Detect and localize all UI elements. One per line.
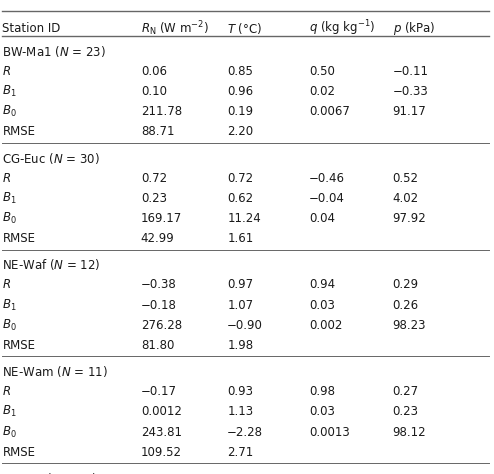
Text: NE-Wam ($N$ = 11): NE-Wam ($N$ = 11): [2, 364, 108, 379]
Text: 0.50: 0.50: [309, 65, 334, 78]
Text: 98.12: 98.12: [393, 426, 426, 438]
Text: −0.90: −0.90: [227, 319, 263, 332]
Text: $T$ (°C): $T$ (°C): [227, 21, 262, 36]
Text: 0.98: 0.98: [309, 385, 335, 398]
Text: ZA-Kru ($N$ = 44): ZA-Kru ($N$ = 44): [2, 471, 98, 474]
Text: Station ID: Station ID: [2, 22, 61, 35]
Text: 0.10: 0.10: [141, 85, 167, 98]
Text: 97.92: 97.92: [393, 212, 426, 225]
Text: 1.07: 1.07: [227, 299, 253, 311]
Text: 0.97: 0.97: [227, 279, 253, 292]
Text: 1.61: 1.61: [227, 232, 253, 245]
Text: 0.002: 0.002: [309, 319, 342, 332]
Text: RMSE: RMSE: [2, 339, 36, 352]
Text: 98.23: 98.23: [393, 319, 426, 332]
Text: $B_1$: $B_1$: [2, 298, 17, 313]
Text: $B_0$: $B_0$: [2, 104, 17, 119]
Text: 1.13: 1.13: [227, 405, 253, 419]
Text: 2.71: 2.71: [227, 446, 253, 459]
Text: 109.52: 109.52: [141, 446, 182, 459]
Text: 0.52: 0.52: [393, 172, 419, 185]
Text: −0.18: −0.18: [141, 299, 177, 311]
Text: 276.28: 276.28: [141, 319, 182, 332]
Text: $R$: $R$: [2, 65, 11, 78]
Text: NE-Waf ($N$ = 12): NE-Waf ($N$ = 12): [2, 257, 101, 273]
Text: 169.17: 169.17: [141, 212, 182, 225]
Text: −0.11: −0.11: [393, 65, 429, 78]
Text: −0.17: −0.17: [141, 385, 177, 398]
Text: 0.0012: 0.0012: [141, 405, 182, 419]
Text: 0.02: 0.02: [309, 85, 335, 98]
Text: 0.0013: 0.0013: [309, 426, 349, 438]
Text: 0.62: 0.62: [227, 192, 253, 205]
Text: 0.06: 0.06: [141, 65, 167, 78]
Text: $B_0$: $B_0$: [2, 318, 17, 333]
Text: CG-Euc ($N$ = 30): CG-Euc ($N$ = 30): [2, 151, 100, 165]
Text: RMSE: RMSE: [2, 232, 36, 245]
Text: 0.23: 0.23: [393, 405, 419, 419]
Text: 0.96: 0.96: [227, 85, 253, 98]
Text: 0.94: 0.94: [309, 279, 335, 292]
Text: 0.85: 0.85: [227, 65, 253, 78]
Text: 0.72: 0.72: [227, 172, 253, 185]
Text: $B_1$: $B_1$: [2, 404, 17, 419]
Text: $B_0$: $B_0$: [2, 211, 17, 226]
Text: 0.72: 0.72: [141, 172, 167, 185]
Text: $R_{\rm N}$ (W m$^{-2}$): $R_{\rm N}$ (W m$^{-2}$): [141, 19, 209, 37]
Text: $R$: $R$: [2, 279, 11, 292]
Text: 4.02: 4.02: [393, 192, 419, 205]
Text: RMSE: RMSE: [2, 446, 36, 459]
Text: 243.81: 243.81: [141, 426, 182, 438]
Text: −0.33: −0.33: [393, 85, 428, 98]
Text: −0.46: −0.46: [309, 172, 345, 185]
Text: −0.38: −0.38: [141, 279, 176, 292]
Text: 0.27: 0.27: [393, 385, 419, 398]
Text: $B_1$: $B_1$: [2, 191, 17, 206]
Text: 0.19: 0.19: [227, 105, 253, 118]
Text: 42.99: 42.99: [141, 232, 174, 245]
Text: 91.17: 91.17: [393, 105, 426, 118]
Text: $R$: $R$: [2, 385, 11, 398]
Text: 0.26: 0.26: [393, 299, 419, 311]
Text: RMSE: RMSE: [2, 126, 36, 138]
Text: BW-Ma1 ($N$ = 23): BW-Ma1 ($N$ = 23): [2, 44, 106, 59]
Text: $q$ (kg kg$^{-1}$): $q$ (kg kg$^{-1}$): [309, 18, 375, 38]
Text: 11.24: 11.24: [227, 212, 261, 225]
Text: $R$: $R$: [2, 172, 11, 185]
Text: 0.03: 0.03: [309, 299, 334, 311]
Text: $p$ (kPa): $p$ (kPa): [393, 20, 435, 36]
Text: $B_1$: $B_1$: [2, 84, 17, 99]
Text: −2.28: −2.28: [227, 426, 263, 438]
Text: 0.0067: 0.0067: [309, 105, 350, 118]
Text: 81.80: 81.80: [141, 339, 174, 352]
Text: 1.98: 1.98: [227, 339, 253, 352]
Text: 0.23: 0.23: [141, 192, 167, 205]
Text: 2.20: 2.20: [227, 126, 253, 138]
Text: −0.04: −0.04: [309, 192, 345, 205]
Text: 0.04: 0.04: [309, 212, 335, 225]
Text: 88.71: 88.71: [141, 126, 174, 138]
Text: 211.78: 211.78: [141, 105, 182, 118]
Text: 0.29: 0.29: [393, 279, 419, 292]
Text: $B_0$: $B_0$: [2, 424, 17, 439]
Text: 0.93: 0.93: [227, 385, 253, 398]
Text: 0.03: 0.03: [309, 405, 334, 419]
